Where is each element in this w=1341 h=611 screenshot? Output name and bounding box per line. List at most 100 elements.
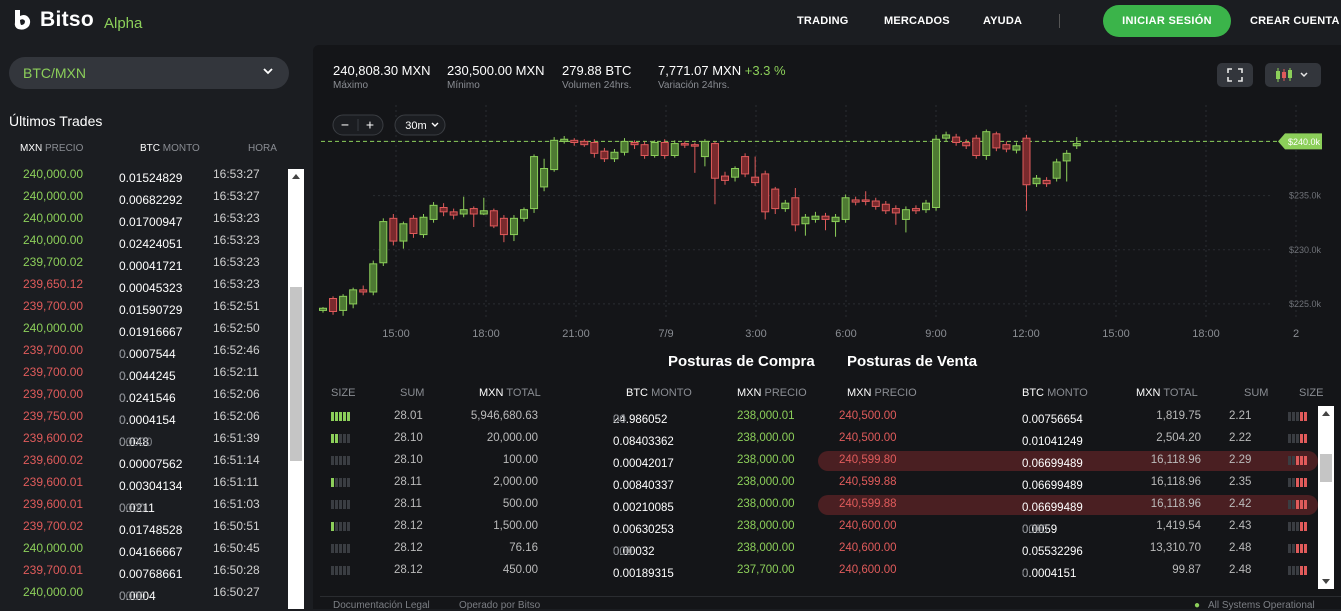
candle-body bbox=[972, 137, 981, 157]
sell-size-bar bbox=[1288, 412, 1307, 421]
trade-price: 239,600.02 bbox=[23, 431, 84, 445]
zoom-out-icon[interactable]: − bbox=[341, 117, 349, 133]
x-tick-label: 18:00 bbox=[472, 328, 500, 340]
price-chart[interactable]: 15:00 18:00 21:00 7/9 3:00 6:00 9:00 12:00 15:00… bbox=[313, 105, 1341, 345]
candle-body bbox=[841, 197, 850, 220]
sell-amount-padding: 0 bbox=[1022, 568, 1029, 580]
trade-time: 16:53:23 bbox=[213, 277, 260, 291]
trade-amount-value: 0.04166667 bbox=[119, 545, 183, 559]
trades-scrollbar[interactable] bbox=[288, 169, 304, 609]
orderbook-scrollbar[interactable] bbox=[1318, 406, 1334, 589]
buy-price[interactable]: 238,000.00 bbox=[737, 454, 795, 466]
trade-time: 16:53:23 bbox=[213, 255, 260, 269]
stat-min: 230,500.00 MXN Mínimo bbox=[447, 63, 545, 91]
trade-row: 239,700.00 0.0241546 0 16:52:06 bbox=[0, 383, 288, 405]
candle-body bbox=[439, 207, 448, 213]
sell-amount-value: 0.0004151 bbox=[1022, 568, 1077, 580]
scroll-down-icon[interactable] bbox=[1322, 579, 1330, 584]
buy-size-bar bbox=[331, 500, 350, 509]
last-price-tag bbox=[1278, 133, 1322, 150]
zoom-in-icon[interactable]: + bbox=[366, 117, 374, 133]
sell-price[interactable]: 240,599.88 bbox=[839, 476, 897, 488]
candlestick-icon bbox=[1276, 68, 1308, 82]
candle-body bbox=[871, 200, 880, 207]
sell-price[interactable]: 240,599.88 bbox=[839, 498, 897, 510]
last-trades-list: 240,000.00 0.01524829 16:53:27 240,000.00 0.… bbox=[0, 163, 288, 603]
candlestick-chart[interactable]: 15:00 18:00 21:00 7/9 3:00 6:00 9:00 12:00 15:00… bbox=[313, 105, 1341, 345]
trade-row: 239,600.02 0.048 00000 16:51:39 bbox=[0, 427, 288, 449]
candle-body bbox=[630, 142, 639, 146]
buy-amount-value: 0.00189315 bbox=[613, 568, 674, 580]
left-panel: BTC/MXN Últimos Trades MXN PRECIO BTC MO… bbox=[0, 44, 304, 609]
trade-amount-padding: 0 bbox=[119, 413, 126, 427]
sell-price[interactable]: 240,599.80 bbox=[839, 454, 897, 466]
candle-body bbox=[690, 144, 699, 147]
fullscreen-button[interactable] bbox=[1217, 63, 1253, 87]
header-time: HORA bbox=[248, 143, 277, 154]
footer: Documentación Legal Operado por Bitso ● … bbox=[320, 596, 1341, 611]
sell-header-amount-currency: BTC bbox=[1022, 387, 1044, 399]
sell-size-bar bbox=[1288, 544, 1307, 553]
sell-price[interactable]: 240,600.00 bbox=[839, 542, 897, 554]
buy-sum: 28.01 bbox=[394, 410, 423, 422]
scrollbar-thumb[interactable] bbox=[1320, 454, 1332, 482]
candle-body bbox=[851, 199, 860, 203]
x-tick-label: 9:00 bbox=[925, 328, 946, 340]
buy-size-bar bbox=[331, 456, 350, 465]
buy-amount-padding: 00 bbox=[613, 414, 626, 426]
buy-sum: 28.12 bbox=[394, 542, 423, 554]
sell-price[interactable]: 240,600.00 bbox=[839, 520, 897, 532]
trade-price: 240,000.00 bbox=[23, 233, 84, 247]
nav-markets[interactable]: MERCADOS bbox=[884, 15, 950, 27]
brand-logo[interactable]: Bitso Alpha bbox=[12, 8, 142, 32]
chart-type-button[interactable] bbox=[1265, 63, 1321, 87]
trade-time: 16:52:11 bbox=[213, 365, 259, 379]
candle-body bbox=[449, 211, 458, 216]
buy-header-total-label: TOTAL bbox=[506, 387, 541, 399]
x-tick-label: 15:00 bbox=[382, 328, 410, 340]
buy-price[interactable]: 238,000.01 bbox=[737, 410, 795, 422]
candle-body bbox=[339, 295, 348, 311]
sell-total: 99.87 bbox=[1172, 564, 1201, 576]
x-tick-label: 18:00 bbox=[1192, 328, 1220, 340]
trade-time: 16:53:27 bbox=[213, 167, 260, 181]
buy-price[interactable]: 237,700.00 bbox=[737, 564, 795, 576]
footer-status[interactable]: All Systems Operational bbox=[1208, 600, 1315, 611]
nav-help[interactable]: AYUDA bbox=[983, 15, 1023, 27]
candle-body bbox=[831, 216, 840, 223]
candle-body bbox=[409, 217, 418, 235]
trade-row: 239,750.00 0.0004154 0 16:52:06 bbox=[0, 405, 288, 427]
scroll-up-icon[interactable] bbox=[1322, 411, 1330, 416]
signup-link[interactable]: CREAR CUENTA bbox=[1250, 15, 1340, 27]
interval-selector[interactable] bbox=[394, 114, 446, 136]
scroll-up-icon[interactable] bbox=[292, 174, 300, 179]
candle-body bbox=[1012, 145, 1021, 151]
trade-time: 16:50:45 bbox=[213, 541, 260, 555]
scrollbar-thumb[interactable] bbox=[290, 287, 302, 461]
x-tick-label: 2 bbox=[1293, 328, 1299, 340]
candle-body bbox=[650, 142, 659, 156]
footer-legal-link[interactable]: Documentación Legal bbox=[333, 600, 430, 611]
buy-price[interactable]: 238,000.00 bbox=[737, 542, 795, 554]
candle-body bbox=[600, 150, 609, 160]
candle-body bbox=[379, 221, 388, 264]
candle-body bbox=[469, 208, 478, 215]
trade-amount-value: 0.01524829 bbox=[119, 171, 183, 185]
buy-price[interactable]: 238,000.00 bbox=[737, 476, 795, 488]
buy-size-bar bbox=[331, 522, 350, 531]
buy-price[interactable]: 238,000.00 bbox=[737, 498, 795, 510]
pair-selector[interactable]: BTC/MXN bbox=[9, 57, 289, 89]
nav-trading[interactable]: TRADING bbox=[797, 15, 849, 27]
trade-amount-padding: 0 bbox=[119, 369, 126, 383]
trade-row: 240,000.00 0.04166667 16:50:45 bbox=[0, 537, 288, 559]
buy-price[interactable]: 238,000.00 bbox=[737, 432, 795, 444]
trade-amount-padding: 0 bbox=[119, 391, 126, 405]
sell-price[interactable]: 240,600.00 bbox=[839, 564, 897, 576]
interval-label: 30m bbox=[405, 120, 426, 132]
sell-price[interactable]: 240,500.00 bbox=[839, 432, 897, 444]
login-button[interactable]: INICIAR SESIÓN bbox=[1103, 5, 1231, 37]
sell-price[interactable]: 240,500.00 bbox=[839, 410, 897, 422]
sell-sum: 2.48 bbox=[1229, 564, 1252, 576]
buy-price[interactable]: 238,000.00 bbox=[737, 520, 795, 532]
trade-price: 239,700.00 bbox=[23, 343, 84, 357]
